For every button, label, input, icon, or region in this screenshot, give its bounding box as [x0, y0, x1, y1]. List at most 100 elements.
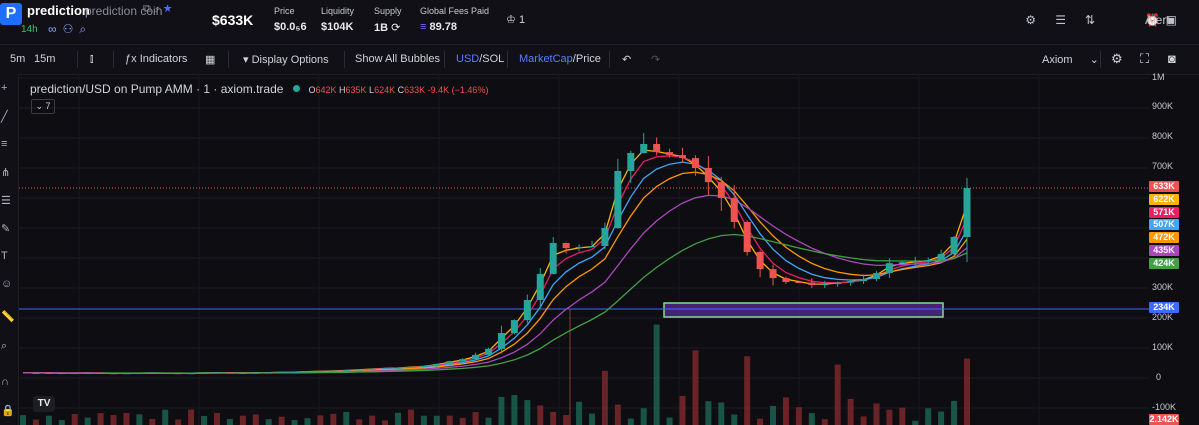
- volume-bar: [847, 398, 854, 425]
- currency-toggle[interactable]: USD/SOL: [456, 53, 504, 65]
- trendline-icon[interactable]: ╱: [1, 111, 8, 123]
- metric-toggle[interactable]: MarketCap/Price: [519, 53, 601, 65]
- share-icon[interactable]: ⤴: [153, 3, 161, 15]
- candle-body: [885, 263, 893, 273]
- settings-icon[interactable]: ⚙: [1111, 51, 1123, 66]
- ruler-icon[interactable]: 📏: [1, 311, 15, 323]
- volume-bar: [446, 415, 453, 425]
- magnet-icon[interactable]: ∩: [1, 376, 9, 388]
- y-tick: 900K: [1152, 101, 1174, 111]
- copy-icon[interactable]: ⧉: [143, 3, 151, 15]
- indicators-button[interactable]: ƒx Indicators: [125, 53, 187, 65]
- volume-bar: [407, 409, 414, 425]
- volume-bar: [32, 419, 39, 425]
- candle-body: [239, 372, 247, 374]
- sort-icon[interactable]: ⇅: [1084, 13, 1095, 27]
- candle-body: [161, 372, 169, 374]
- display-options-button[interactable]: ▾ Display Options: [243, 53, 329, 66]
- volume-bar: [834, 364, 841, 425]
- stat-supply: Supply 1B ⟳: [374, 6, 402, 34]
- ohlc-readout: O642K H635K L624K C633K -9.4K (−1.46%): [308, 85, 489, 95]
- volume-bar: [925, 408, 932, 425]
- volume-bar: [524, 400, 531, 425]
- ohlc-change: -9.4K (−1.46%): [427, 85, 489, 95]
- show-bubbles-button[interactable]: Show All Bubbles: [355, 53, 440, 65]
- volume-bar: [278, 416, 285, 425]
- refresh-icon: ⟳: [391, 22, 401, 34]
- layouts-icon[interactable]: ▦: [205, 54, 216, 66]
- stat-price: Price $0.0₅6: [274, 6, 307, 33]
- camera-icon[interactable]: ◙: [1168, 51, 1176, 66]
- volume-bar: [485, 417, 492, 425]
- tradingview-logo: TV: [33, 396, 55, 412]
- text-icon[interactable]: T: [1, 250, 8, 262]
- timeframe-15m[interactable]: 15m: [34, 53, 56, 65]
- search-icon[interactable]: ⌕: [79, 22, 93, 36]
- candle-body: [782, 278, 790, 282]
- token-name: prediction coin: [85, 4, 163, 18]
- brush-icon[interactable]: ✎: [1, 223, 11, 235]
- candle-body: [174, 373, 182, 375]
- stat-value: ≡ 89.78: [420, 21, 489, 33]
- zoom-icon[interactable]: ⌕: [1, 340, 8, 352]
- candle-body: [653, 144, 661, 153]
- panel-icon[interactable]: ▣: [1165, 13, 1177, 27]
- candle-body: [730, 198, 738, 222]
- link-icon[interactable]: ∞: [48, 22, 63, 36]
- candle-body: [394, 367, 402, 369]
- volume-bar: [614, 404, 621, 425]
- lines-icon[interactable]: ≡: [1, 138, 8, 150]
- volume-bar: [938, 411, 945, 425]
- candle-body: [58, 373, 66, 375]
- ema-line: [23, 161, 968, 374]
- candlesticks: [32, 132, 971, 375]
- volume-bar: [563, 414, 570, 425]
- volume-bar: [123, 412, 130, 425]
- candle-body: [666, 152, 674, 156]
- alarm-icon: ⏰: [1145, 13, 1160, 27]
- volume-bar: [744, 356, 751, 425]
- indicator-collapse-button[interactable]: ⌄ 7: [31, 99, 55, 114]
- candle-type-icon[interactable]: ⫾: [90, 53, 94, 65]
- candle-body: [213, 372, 221, 374]
- stat-value: $0.0₅6: [274, 21, 307, 33]
- candle-body: [808, 282, 816, 285]
- volume-bar: [369, 415, 376, 425]
- user-icon[interactable]: ⚇: [62, 22, 80, 36]
- volume-bar: [718, 402, 725, 425]
- volume-bar: [162, 409, 169, 425]
- star-icon[interactable]: ★: [163, 3, 173, 15]
- candle-body: [32, 372, 40, 374]
- undo-icon[interactable]: ↶: [622, 54, 632, 66]
- redo-icon[interactable]: ↷: [651, 54, 661, 66]
- volume-bar: [860, 416, 867, 425]
- ema-line: [23, 155, 968, 374]
- lock-icon[interactable]: 🔒: [1, 405, 15, 417]
- list-icon[interactable]: ☰: [1055, 13, 1066, 27]
- volume-bar: [808, 413, 815, 425]
- crosshair-icon[interactable]: +: [1, 82, 8, 94]
- candle-body: [523, 300, 531, 321]
- volume-bar: [97, 413, 104, 425]
- solana-icon: ≡: [420, 21, 427, 33]
- source-select[interactable]: Axiom ⌄: [1042, 53, 1099, 66]
- volume-bar: [576, 401, 583, 425]
- market-cap: $633K: [212, 12, 254, 28]
- fullscreen-icon[interactable]: ⛶: [1140, 51, 1150, 66]
- candle-body: [614, 171, 622, 228]
- fib-icon[interactable]: ☰: [1, 195, 11, 207]
- network-icon[interactable]: ⋔: [1, 167, 11, 179]
- price-tag: 234K: [1149, 302, 1179, 313]
- emoji-icon[interactable]: ☺: [1, 278, 13, 290]
- timeframe-5m[interactable]: 5m: [10, 53, 26, 65]
- price-tag: 2.142K: [1149, 414, 1179, 425]
- crown-badge[interactable]: ♔ 1: [506, 13, 525, 26]
- candle-body: [433, 363, 441, 366]
- chart-toolbar: 5m 15m ⫾ ƒx Indicators ▦ ▾ Display Optio…: [0, 44, 1199, 75]
- volume-bar: [731, 414, 738, 425]
- price-chart[interactable]: [19, 74, 1199, 425]
- candle-body: [911, 261, 919, 263]
- gear-icon[interactable]: ⚙: [1025, 13, 1036, 27]
- usd-option: USD: [456, 53, 480, 65]
- stat-value: 1B ⟳: [374, 21, 402, 34]
